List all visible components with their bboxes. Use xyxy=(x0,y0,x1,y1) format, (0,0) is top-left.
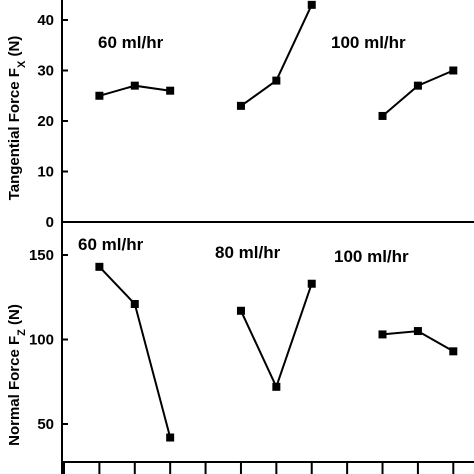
top-data-point xyxy=(272,76,281,85)
top-data-point xyxy=(236,101,245,110)
bottom-series-line xyxy=(98,266,172,438)
bottom-y-tick-label: 50 xyxy=(37,416,54,433)
normal-force-panel: Normal Force FZ (N) 60 ml/hr 80 ml/hr 10… xyxy=(6,222,458,474)
bottom-data-point xyxy=(449,347,458,356)
top-y-tick-label: 40 xyxy=(37,12,54,29)
bottom-y-axis-label-unit: (N) xyxy=(6,304,23,329)
top-data-point xyxy=(449,66,458,75)
top-series-line xyxy=(381,69,454,117)
bottom-y-axis-label-main: Normal Force F xyxy=(6,336,23,446)
bottom-data-point xyxy=(272,382,281,391)
top-data-point xyxy=(378,111,387,120)
top-y-tick-label: 10 xyxy=(37,164,54,181)
bottom-y-tick-label: 100 xyxy=(29,332,54,349)
top-data-point xyxy=(307,0,316,9)
top-annotation-100: 100 ml/hr xyxy=(331,33,406,52)
top-data-point xyxy=(95,91,104,100)
bottom-y-axis-label: Normal Force FZ (N) xyxy=(6,304,28,446)
top-y-axis-label-unit: (N) xyxy=(6,36,23,61)
bottom-data-point xyxy=(378,330,387,339)
bottom-data-point xyxy=(166,433,175,442)
top-data-point xyxy=(130,81,139,90)
bottom-data-point xyxy=(307,279,316,288)
top-y-tick-label: 20 xyxy=(37,113,54,130)
top-y-axis-label: Tangential Force FX (N) xyxy=(6,36,28,201)
bottom-annotation-80: 80 ml/hr xyxy=(215,243,281,262)
top-data-point xyxy=(413,81,422,90)
top-y-tick-label: 0 xyxy=(46,214,54,231)
bottom-data-point xyxy=(95,262,104,271)
bottom-data-point xyxy=(236,306,245,315)
top-series-line xyxy=(240,4,313,107)
top-y-tick-label: 30 xyxy=(37,63,54,80)
tangential-force-panel: Tangential Force FX (N) 60 ml/hr 100 ml/… xyxy=(6,0,458,231)
bottom-series-line xyxy=(240,283,313,390)
top-y-axis-label-sub: X xyxy=(16,60,28,68)
bottom-y-axis-label-sub: Z xyxy=(16,329,28,336)
bottom-annotation-100: 100 ml/hr xyxy=(334,247,409,266)
top-data-point xyxy=(166,86,175,95)
bottom-y-tick-label: 150 xyxy=(29,247,54,264)
top-y-axis-label-main: Tangential Force F xyxy=(6,68,23,200)
bottom-annotation-60: 60 ml/hr xyxy=(78,235,144,254)
bottom-data-point xyxy=(130,300,139,309)
bottom-data-point xyxy=(413,327,422,336)
top-annotation-60: 60 ml/hr xyxy=(98,33,164,52)
